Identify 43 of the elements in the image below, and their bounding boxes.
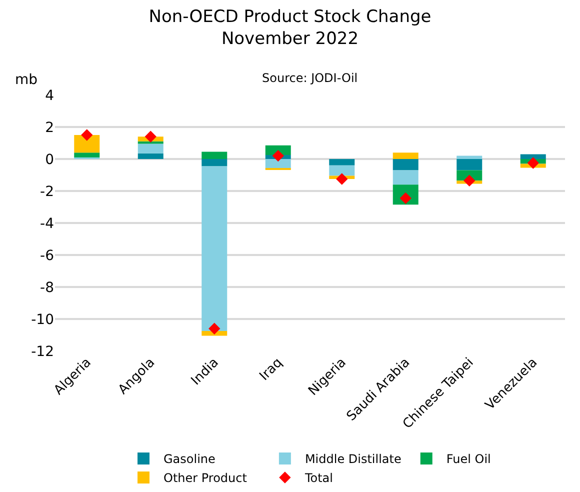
source-note: Source: JODI-Oil	[262, 71, 358, 85]
point	[527, 157, 539, 169]
legend-label: Other Product	[164, 471, 248, 486]
legend-label: Gasoline	[164, 452, 216, 466]
y-tick-label: 4	[45, 88, 54, 104]
point	[464, 174, 476, 186]
bar	[329, 159, 355, 166]
bar	[202, 152, 228, 159]
y-tick-label: -4	[40, 216, 54, 232]
y-axis-title: mb	[15, 72, 38, 88]
point	[81, 129, 93, 141]
bar	[138, 144, 164, 154]
bar	[329, 165, 355, 176]
bar	[202, 159, 228, 166]
y-tick-label: -8	[40, 280, 54, 296]
bar	[202, 166, 228, 331]
point	[272, 150, 284, 162]
bar	[392, 159, 418, 170]
y-tick-label: 2	[45, 120, 54, 136]
y-tick-label: -10	[31, 312, 54, 328]
bar	[74, 152, 100, 158]
y-tick-label: 0	[45, 152, 54, 168]
bar	[456, 159, 482, 170]
point	[144, 130, 156, 142]
x-tick-label: Iraq	[256, 355, 286, 384]
y-tick-label: -12	[31, 344, 54, 360]
bar	[392, 170, 418, 185]
point	[208, 322, 220, 334]
bar	[202, 331, 228, 336]
legend-label: Fuel Oil	[446, 452, 491, 466]
bar	[74, 135, 100, 153]
legend-label: Middle Distillate	[304, 452, 402, 466]
bar	[138, 153, 164, 159]
point	[336, 173, 348, 185]
legend-label: Total	[304, 471, 333, 486]
bar	[520, 154, 546, 159]
bar	[138, 141, 164, 144]
y-tick-label: -6	[40, 248, 54, 264]
bar	[265, 159, 291, 169]
bar	[456, 156, 482, 159]
y-tick-label: -2	[40, 184, 54, 200]
chart-title: Non-OECD Product Stock Change November 2022	[148, 7, 432, 50]
bar	[392, 152, 418, 159]
